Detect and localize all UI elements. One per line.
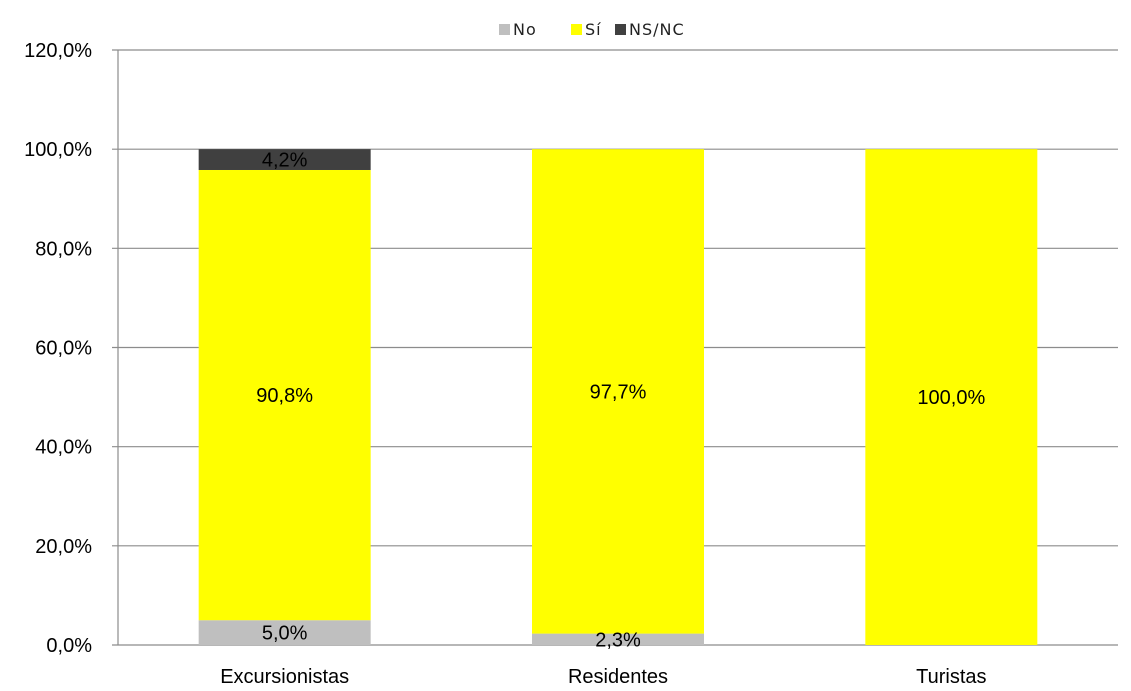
- y-tick-label: 60,0%: [35, 338, 92, 360]
- legend-swatch-ns-nc: [615, 24, 626, 35]
- y-tick-label: 80,0%: [35, 238, 92, 260]
- data-labels: 5,0% 90,8% 4,2% 2,3% 97,7% 100,0%: [256, 150, 985, 652]
- x-category-label: Turistas: [916, 666, 986, 688]
- x-category-label: Excursionistas: [220, 666, 349, 688]
- bar-s--turistas: [865, 149, 1038, 645]
- x-axis-categories: Excursionistas Residentes Turistas: [220, 666, 986, 688]
- y-tick-label: 120,0%: [24, 40, 92, 62]
- data-label: 97,7%: [590, 381, 647, 403]
- legend-label: Sí: [585, 20, 602, 39]
- y-tick-label: 40,0%: [35, 437, 92, 459]
- bar-s--excursionistas: [198, 169, 371, 621]
- data-label: 2,3%: [595, 629, 641, 651]
- data-label: 90,8%: [256, 385, 313, 407]
- legend-label: NS/NC: [629, 20, 685, 39]
- bar-ns-nc-excursionistas: [198, 149, 371, 170]
- bar-s--residentes: [532, 149, 704, 634]
- bar-no-excursionistas: [198, 620, 371, 645]
- legend-label: No: [513, 20, 537, 39]
- data-label: 100,0%: [917, 387, 985, 409]
- data-label: 4,2%: [262, 150, 308, 172]
- legend-swatch-no: [499, 24, 510, 35]
- bars: [198, 149, 1038, 645]
- data-label: 5,0%: [262, 623, 308, 645]
- bar-no-residentes: [532, 633, 704, 645]
- legend-swatch-s-: [571, 24, 582, 35]
- x-category-label: Residentes: [568, 666, 668, 688]
- y-tick-label: 0,0%: [46, 635, 92, 657]
- y-axis-ticks: 0,0% 20,0% 40,0% 60,0% 80,0% 100,0% 120,0%: [24, 40, 92, 657]
- y-tick-label: 20,0%: [35, 536, 92, 558]
- legend: No Sí NS/NC: [499, 20, 685, 39]
- y-tick-label: 100,0%: [24, 139, 92, 161]
